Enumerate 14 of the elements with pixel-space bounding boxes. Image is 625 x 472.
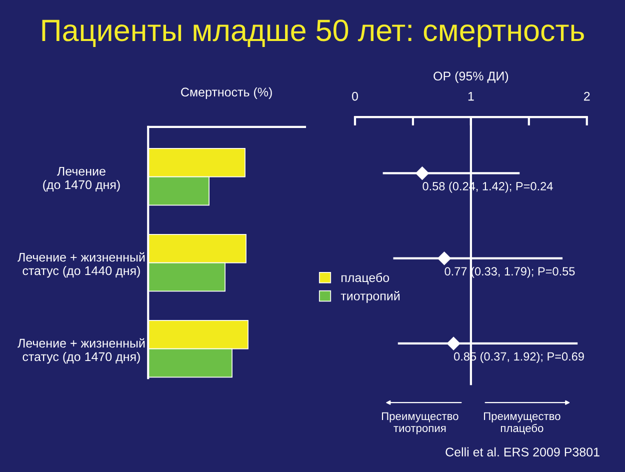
x-tick-label: 2 <box>584 92 590 101</box>
y-tick-label: Лечение + жизненный статус (до 1440 дня) <box>18 252 145 278</box>
x-axis-title: ОР (95% ДИ) <box>434 71 508 83</box>
legend-label: тиотропий <box>340 291 400 303</box>
x-tick-label: 0 <box>352 92 358 101</box>
legend-label: плацебо <box>342 272 390 284</box>
x-axis-title: Смертность (%) <box>181 87 272 100</box>
text: Преимущество тиотропия <box>382 412 458 434</box>
y-tick-label: Лечение (до 1470 дня) <box>43 166 120 192</box>
text: Celli et al. ERS 2009 P3801 <box>446 447 600 456</box>
x-tick-label: 1 <box>468 92 474 101</box>
text: Преимущество плацебо <box>484 412 560 434</box>
text: Пациенты младше 50 лет: смертность <box>42 20 584 48</box>
y-tick-label: Лечение + жизненный статус (до 1470 дня) <box>18 338 145 364</box>
